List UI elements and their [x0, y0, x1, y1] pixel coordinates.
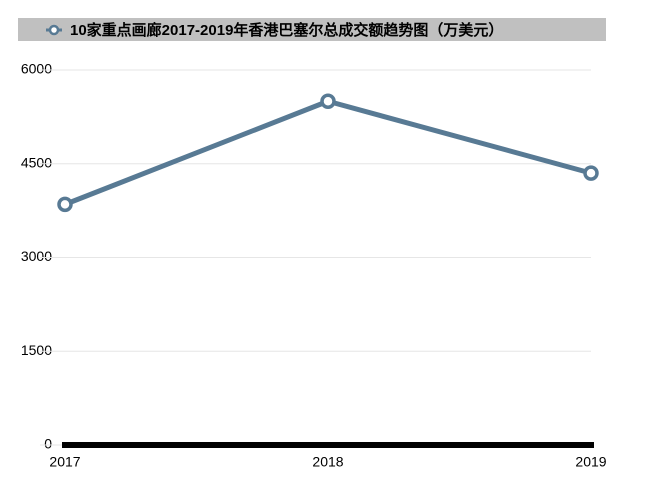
legend-label: 10家重点画廊2017-2019年香港巴塞尔总成交额趋势图（万美元） — [70, 21, 503, 39]
legend-marker — [48, 24, 60, 36]
y-tick-label: 3000 — [21, 248, 52, 264]
x-tick-label: 2018 — [312, 454, 343, 470]
x-tick-label: 2019 — [575, 454, 606, 470]
data-point — [57, 196, 73, 213]
data-point — [320, 93, 336, 109]
y-tick-label: 4500 — [21, 154, 52, 170]
data-line — [64, 98, 592, 207]
data-point — [583, 165, 599, 181]
y-tick-label: 0 — [44, 436, 52, 452]
y-tick-label: 6000 — [21, 61, 52, 77]
y-tick-label: 1500 — [21, 342, 52, 358]
x-tick-label: 2017 — [49, 454, 80, 470]
legend-background — [18, 18, 606, 41]
